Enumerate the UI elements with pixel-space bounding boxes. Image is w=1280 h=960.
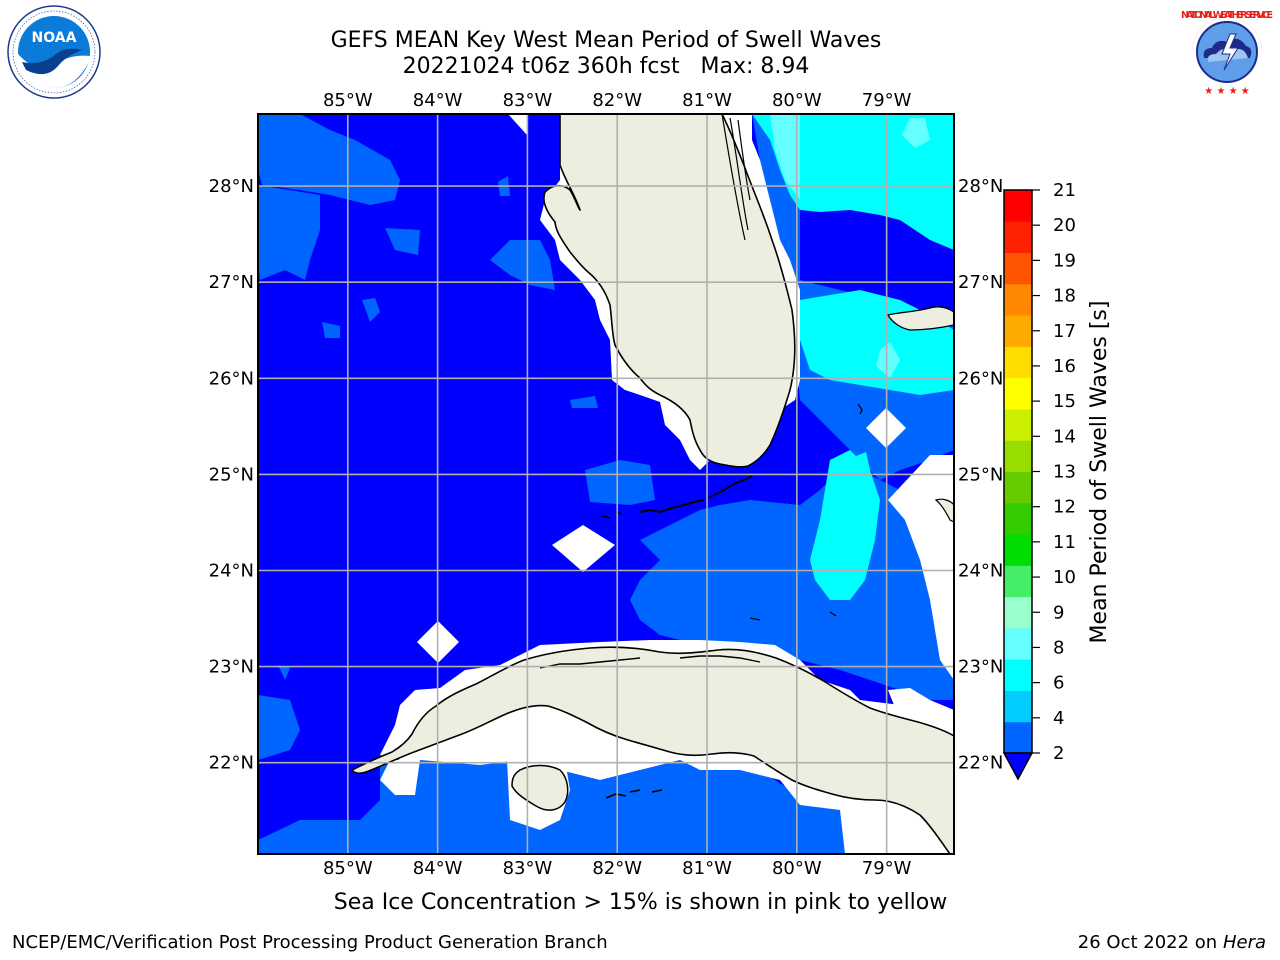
lon-tick-label-bottom: 85°W [323,858,373,879]
lon-tick-label-top: 82°W [592,90,642,111]
colorbar-tick-label: 4 [1053,708,1064,729]
colorbar-segment [1004,565,1032,598]
lat-tick-label-right: 25°N [958,464,1003,485]
colorbar-segment [1004,221,1032,254]
colorbar-tick-label: 12 [1053,497,1076,518]
nws-logo-text: NATIONAL WEATHER SERVICE [1181,10,1273,21]
colorbar-segment [1004,283,1032,316]
lon-tick-label-bottom: 80°W [772,858,822,879]
colorbar-tick-label: 11 [1053,532,1076,553]
lat-tick-label-left: 25°N [209,464,254,485]
land-bahamas [887,306,954,331]
lon-tick-label-top: 81°W [682,90,732,111]
lon-tick-label-bottom: 81°W [682,858,732,879]
colorbar-segment [1004,252,1032,285]
swell-period-6-8s [770,114,930,378]
colorbar-tick-label: 20 [1053,215,1076,236]
lon-tick-label-bottom: 83°W [503,858,553,879]
lat-tick-label-right: 24°N [958,560,1003,581]
colorbar-segment [1004,377,1032,410]
noaa-logo: NOAA [7,5,101,99]
lon-tick-label-top: 85°W [323,90,373,111]
colorbar-extend-arrow [1002,752,1034,781]
colorbar-tick-label: 17 [1053,321,1076,342]
svg-text:★ ★ ★ ★: ★ ★ ★ ★ [1204,86,1249,97]
colorbar-segment [1004,471,1032,504]
colorbar-segment [1004,659,1032,691]
map-title: GEFS MEAN Key West Mean Period of Swell … [330,28,882,53]
colorbar-segment [1004,721,1032,754]
colorbar-tick-label: 21 [1053,180,1076,201]
lat-tick-label-left: 22°N [209,753,254,774]
colorbar-tick-label: 19 [1053,250,1076,271]
map-subtitle: 20221024 t06z 360h fcst Max: 8.94 [402,54,810,79]
colorbar-segment [1004,596,1032,629]
lon-tick-label-bottom: 79°W [862,858,912,879]
colorbar-segment [1004,190,1032,222]
footer-host: Hera [1222,932,1266,953]
colorbar-tick-label: 8 [1053,637,1064,658]
lon-tick-label-bottom: 84°W [413,858,463,879]
colorbar-tick-label: 18 [1053,286,1076,307]
land-isle-of-youth [511,764,569,811]
colorbar-label: Mean Period of Swell Waves [s] [1087,301,1112,644]
lon-tick-label-bottom: 82°W [592,858,642,879]
lat-tick-label-right: 26°N [958,368,1003,389]
noaa-logo-text: NOAA [32,30,77,46]
colorbar-segment [1004,315,1032,347]
colorbar-segment [1004,690,1032,723]
colorbar-segment [1004,346,1032,379]
sea-ice-caption: Sea Ice Concentration > 15% is shown in … [333,890,948,915]
colorbar-tick-label: 16 [1053,356,1076,377]
lon-tick-label-top: 79°W [862,90,912,111]
colorbar-tick-label: 6 [1053,673,1064,694]
lon-tick-label-top: 84°W [413,90,463,111]
colorbar-tick-label: 2 [1053,743,1064,764]
colorbar-tick-label: 13 [1053,462,1076,483]
map-border [257,113,955,855]
footer-date: 26 Oct 2022 on Hera [1078,932,1266,953]
lat-tick-label-left: 24°N [209,560,254,581]
land-cuba [351,646,954,854]
lat-tick-label-left: 23°N [209,657,254,678]
colorbar-tick-label: 15 [1053,391,1076,412]
gridlines [258,114,954,854]
lon-tick-label-top: 83°W [503,90,553,111]
colorbar-tick-label: 9 [1053,602,1064,623]
colorbar-segment [1004,534,1032,566]
lat-tick-label-left: 26°N [209,368,254,389]
lat-tick-label-left: 27°N [209,272,254,293]
swell-period-4-6s [752,114,954,600]
colorbar-segment [1004,408,1032,441]
lat-tick-label-right: 27°N [958,272,1003,293]
colorbar-tick-label: 10 [1053,567,1076,588]
colorbar [1002,189,1034,781]
nws-logo: NATIONAL WEATHER SERVICE ★ ★ ★ ★ [1181,6,1273,98]
lat-tick-label-right: 22°N [958,753,1003,774]
lat-tick-label-left: 28°N [209,176,254,197]
colorbar-segment [1004,627,1032,660]
lat-tick-label-right: 28°N [958,176,1003,197]
footer-date-text: 26 Oct 2022 on [1077,932,1223,953]
footer-credit: NCEP/EMC/Verification Post Processing Pr… [12,932,608,953]
colorbar-segment [1004,440,1032,472]
colorbar-tick-label: 14 [1053,426,1076,447]
colorbar-segment [1004,502,1032,535]
lat-tick-label-right: 23°N [958,657,1003,678]
lon-tick-label-top: 80°W [772,90,822,111]
